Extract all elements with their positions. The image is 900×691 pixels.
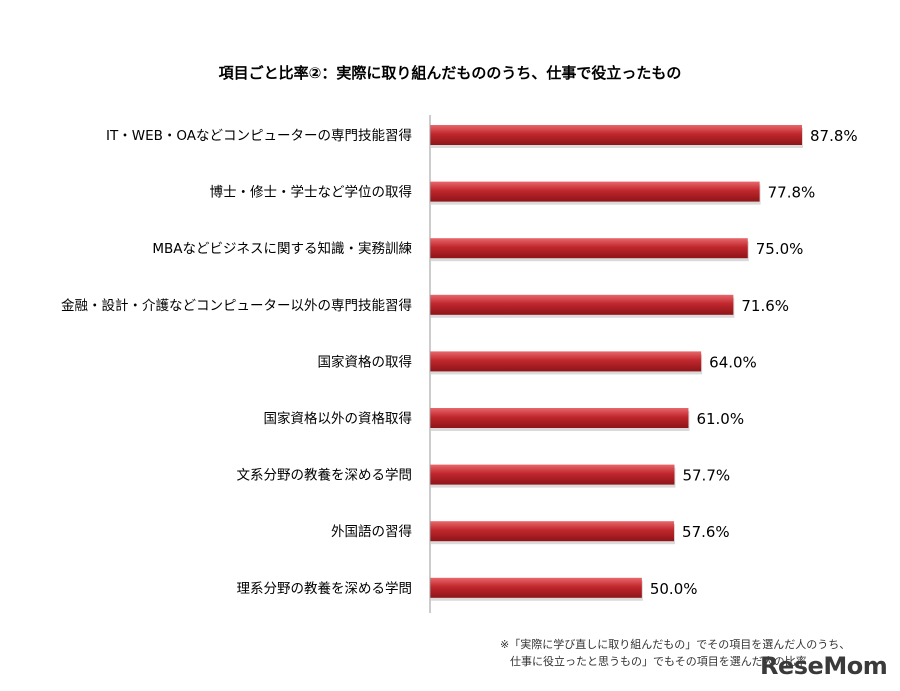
category-label: IT・WEB・OAなどコンピューターの専門技能習得 [106, 127, 412, 144]
data-label: 50.0% [650, 580, 698, 598]
bar [430, 181, 760, 202]
data-label: 75.0% [756, 240, 804, 258]
data-label: 71.6% [741, 297, 789, 315]
footnote: ※「実際に学び直しに取り組んだもの」でその項目を選んだ人のうち、仕事に役立ったと… [500, 636, 850, 670]
bar [430, 464, 675, 485]
chart-title: 項目ごと比率②：実際に取り組んだもののうち、仕事で役立ったもの [219, 64, 682, 82]
data-label: 64.0% [709, 353, 757, 371]
bar [430, 238, 748, 259]
category-label: MBAなどビジネスに関する知識・実務訓練 [152, 240, 412, 257]
category-label: 理系分野の教養を深める学問 [237, 580, 413, 597]
category-label: 金融・設計・介護などコンピューター以外の専門技能習得 [61, 297, 412, 314]
data-label: 77.8% [768, 184, 816, 202]
data-label: 57.6% [682, 523, 730, 541]
footnote-line-2: 仕事に役立ったと思うもの」でもその項目を選んだ人の比率 [510, 655, 807, 668]
bar [430, 521, 675, 542]
bar [430, 351, 702, 372]
data-label: 87.8% [810, 127, 858, 145]
data-label: 61.0% [696, 410, 744, 428]
bar [430, 294, 734, 315]
bar [430, 125, 802, 145]
category-label: 外国語の習得 [331, 523, 412, 540]
category-label: 文系分野の教養を深める学問 [237, 467, 413, 484]
data-label: 57.7% [682, 467, 730, 485]
category-label: 博士・修士・学士など学位の取得 [210, 184, 413, 201]
resemom-logo: ReseMom [760, 652, 888, 680]
footnote-line-1: ※「実際に学び直しに取り組んだもの」でその項目を選んだ人のうち、 [500, 638, 851, 651]
bar [430, 408, 689, 428]
category-label: 国家資格の取得 [318, 353, 413, 370]
bar [430, 577, 642, 598]
category-label: 国家資格以外の資格取得 [264, 410, 413, 427]
